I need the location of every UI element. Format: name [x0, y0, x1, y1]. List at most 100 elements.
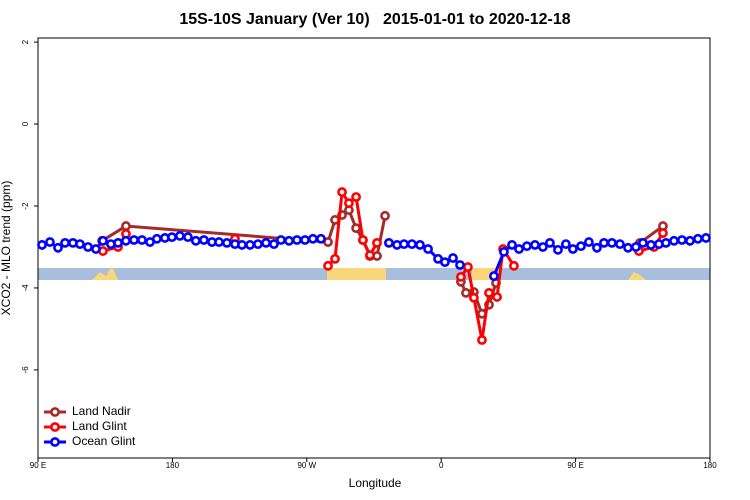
data-point [91, 244, 101, 254]
x-tick-label: 90 E [567, 461, 583, 470]
data-point [568, 244, 578, 254]
data-point [440, 257, 450, 268]
data-point [358, 235, 368, 245]
data-point [276, 235, 286, 245]
data-point [121, 235, 131, 246]
data-point [151, 233, 162, 244]
data-point [677, 235, 687, 245]
data-point [489, 271, 499, 281]
data-point [461, 287, 471, 298]
data-point [530, 240, 540, 250]
data-point [261, 237, 271, 248]
y-axis-label: XCO2 - MLO trend (ppm) [0, 181, 13, 316]
x-tick-label: 90 E [30, 461, 46, 470]
data-point [351, 192, 361, 202]
data-point [455, 260, 465, 270]
data-point [492, 292, 502, 302]
data-point [330, 253, 340, 264]
data-point [300, 235, 310, 245]
plot-frame [37, 37, 711, 459]
data-point [214, 237, 224, 247]
legend-label: Land Nadir [72, 404, 131, 418]
data-point [167, 232, 177, 243]
data-point [477, 335, 487, 345]
data-point [45, 237, 55, 247]
data-point [463, 262, 473, 272]
data-point [415, 240, 425, 250]
data-point [237, 240, 247, 250]
data-point [83, 242, 93, 252]
data-point [284, 235, 294, 246]
data-point [121, 221, 131, 231]
data-point [407, 239, 417, 250]
data-point [129, 235, 139, 245]
y-tick-label: 2 [21, 39, 30, 44]
data-point [560, 239, 571, 250]
data-point [344, 198, 354, 209]
data-point [537, 242, 548, 252]
data-point [316, 233, 326, 244]
y-tick-label: -2 [21, 202, 30, 210]
data-point [113, 237, 123, 248]
data-point [337, 187, 347, 197]
data-point [456, 271, 466, 282]
x-tick-label: 180 [703, 461, 717, 470]
data-point [545, 237, 555, 248]
land-strip [628, 272, 646, 280]
data-point [514, 244, 524, 254]
data-point [399, 239, 409, 250]
data-point [60, 237, 70, 248]
data-point [701, 233, 711, 243]
legend-marker [50, 422, 60, 432]
data-point [174, 231, 185, 241]
data-point [98, 235, 108, 246]
data-point [507, 240, 517, 250]
data-point [372, 237, 382, 248]
data-point [199, 235, 209, 245]
data-point [269, 239, 279, 250]
y-tick-label: 0 [21, 121, 30, 126]
series-line [101, 207, 664, 317]
data-point [351, 223, 361, 234]
data-point [583, 237, 594, 247]
data-point [646, 240, 656, 250]
data-point [469, 292, 479, 303]
legend-label: Ocean Glint [72, 434, 136, 448]
data-point [308, 233, 318, 244]
legend-marker [50, 407, 60, 417]
x-axis-label: Longitude [349, 476, 402, 490]
data-point [685, 235, 695, 246]
data-point [183, 232, 193, 243]
data-point [365, 250, 375, 261]
data-point [245, 240, 255, 250]
land-strip [92, 266, 118, 280]
data-point [615, 239, 625, 250]
data-point [484, 287, 494, 298]
data-point [323, 260, 333, 271]
data-point [190, 235, 201, 246]
data-point [292, 235, 302, 245]
data-point [623, 242, 633, 253]
data-point [599, 237, 609, 248]
data-point [380, 210, 390, 221]
data-point [592, 242, 602, 253]
y-tick-label: -4 [21, 284, 30, 292]
data-point [499, 246, 509, 257]
data-point [222, 237, 232, 248]
data-point [631, 242, 641, 252]
data-point [423, 244, 433, 254]
data-point [522, 241, 532, 252]
data-point [75, 239, 85, 250]
data-point [53, 242, 63, 253]
data-point [509, 260, 519, 271]
data-point [384, 237, 394, 248]
data-point [137, 235, 147, 245]
legend-label: Land Glint [72, 419, 127, 433]
data-point [576, 241, 586, 252]
data-point [553, 244, 563, 255]
data-point [606, 237, 617, 248]
data-point [37, 240, 47, 250]
data-point [693, 233, 703, 244]
